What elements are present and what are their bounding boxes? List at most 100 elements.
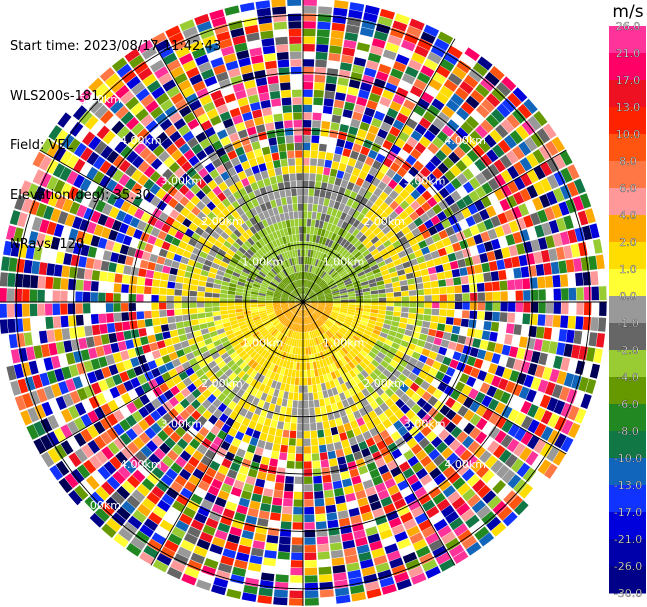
velocity-gate [286,251,291,259]
velocity-gate [251,198,260,208]
velocity-gate [313,227,319,235]
velocity-gate [376,103,389,114]
velocity-gate [130,329,140,339]
velocity-gate [317,352,322,361]
velocity-gate [461,535,477,550]
velocity-gate [362,264,371,271]
velocity-gate [273,589,288,598]
velocity-gate [306,324,310,332]
velocity-gate [173,118,186,130]
velocity-gate [512,145,525,160]
velocity-gate [512,87,528,103]
velocity-gate [319,359,324,368]
velocity-gate [292,362,297,370]
velocity-gate [112,242,122,253]
velocity-gate [500,302,508,312]
velocity-gate [189,302,197,308]
velocity-gate [280,280,287,287]
velocity-gate [252,331,260,338]
velocity-gate [358,234,367,243]
velocity-gate [198,572,214,584]
velocity-gate [90,292,98,302]
velocity-gate [389,359,399,369]
velocity-gate [432,117,446,130]
velocity-gate [115,232,126,244]
velocity-gate [279,282,286,288]
velocity-gate [287,227,292,236]
velocity-gate [178,143,191,155]
velocity-gate [533,338,543,351]
velocity-gate [75,126,90,142]
velocity-gate [286,196,293,205]
velocity-gate [475,172,487,185]
velocity-gate [486,341,496,352]
velocity-gate [269,327,277,334]
velocity-gate [127,475,141,489]
velocity-gate [325,304,333,307]
range-label: 1.00km [242,337,284,350]
velocity-gate [368,244,377,253]
velocity-gate [179,513,193,526]
velocity-gate [354,345,362,353]
velocity-gate [329,129,339,139]
velocity-gate [196,150,207,161]
velocity-gate [579,193,592,209]
velocity-gate [513,359,523,371]
velocity-gate [349,369,357,378]
velocity-gate [218,265,227,272]
velocity-gate [167,186,178,197]
velocity-gate [447,491,461,504]
velocity-gate [257,221,265,230]
velocity-gate [276,366,282,374]
velocity-gate [496,464,510,479]
velocity-gate [336,170,345,179]
velocity-gate [53,179,66,194]
velocity-gate [250,307,258,311]
velocity-gate [171,260,180,269]
velocity-gate [525,389,537,403]
velocity-gate [293,331,297,339]
velocity-gate [250,256,258,264]
velocity-gate [310,257,315,266]
velocity-gate [290,181,297,189]
velocity-gate [166,85,181,98]
velocity-gate [348,245,357,254]
velocity-gate [267,208,275,217]
velocity-gate [432,180,444,192]
velocity-gate [255,390,263,399]
velocity-gate [156,200,168,211]
velocity-gate [446,309,455,317]
velocity-gate [304,309,307,317]
velocity-gate [432,424,444,436]
velocity-gate [319,351,325,360]
velocity-gate [189,438,201,450]
velocity-gate [416,295,425,302]
velocity-gate [287,0,302,6]
velocity-gate [1,256,10,271]
velocity-gate [242,111,253,122]
velocity-gate [167,316,176,324]
velocity-gate [400,511,414,524]
velocity-gate [262,341,270,349]
velocity-gate [303,347,306,355]
velocity-gate [246,367,254,376]
velocity-gate [288,303,296,306]
velocity-gate [265,361,272,370]
velocity-gate [292,307,298,313]
velocity-gate [291,292,298,298]
velocity-gate [125,256,134,266]
velocity-gate [378,306,387,311]
velocity-gate [320,128,330,137]
velocity-gate [584,208,596,224]
velocity-gate [99,67,115,82]
velocity-gate [266,273,274,280]
velocity-gate [315,513,326,522]
velocity-gate [285,360,291,369]
velocity-gate [364,581,380,592]
velocity-gate [215,369,224,378]
velocity-gate [65,240,75,253]
velocity-gate [272,231,279,240]
velocity-gate [319,574,333,583]
velocity-gate [488,398,499,411]
velocity-gate [560,315,569,329]
